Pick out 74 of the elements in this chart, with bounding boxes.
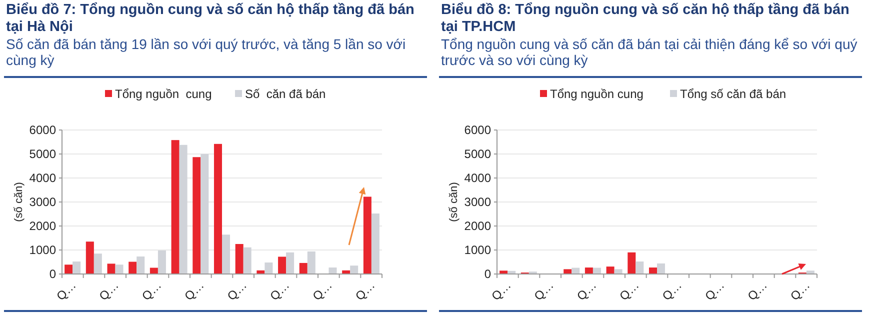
x-tick-label: Q… — [139, 278, 164, 304]
x-tick-label: Q… — [744, 278, 770, 304]
legend-label: Tổng số căn đã bán — [680, 87, 786, 101]
x-tick-label: Q… — [488, 278, 514, 304]
bar — [363, 196, 372, 274]
bar — [222, 234, 230, 274]
bar — [158, 250, 166, 274]
y-axis-title: (số căn) — [448, 182, 460, 222]
bar — [628, 252, 636, 274]
x-tick-label: Q… — [659, 278, 684, 304]
bar — [584, 268, 593, 274]
bar — [94, 254, 102, 274]
x-tick-label: Q… — [224, 278, 250, 304]
bar — [243, 247, 252, 274]
bar — [278, 256, 286, 274]
y-tick-label: 2000 — [29, 219, 56, 233]
x-tick-label: Q… — [267, 278, 292, 304]
y-tick-label: 0 — [49, 267, 56, 281]
y-tick-label: 6000 — [464, 123, 492, 137]
y-tick-label: 2000 — [464, 219, 492, 233]
bar — [307, 251, 316, 274]
bar — [614, 269, 622, 274]
y-tick-label: 5000 — [464, 147, 492, 161]
y-tick-label: 5000 — [29, 147, 56, 161]
x-tick-label: Q… — [702, 278, 728, 304]
x-tick-label: Q… — [352, 278, 378, 304]
bar — [115, 264, 124, 274]
bar — [636, 262, 644, 274]
legend-label: Tổng nguồn cung — [115, 87, 212, 101]
bar — [107, 264, 116, 274]
bar — [192, 157, 201, 274]
bar — [179, 144, 188, 274]
bar — [64, 264, 73, 274]
bar — [371, 214, 380, 274]
legend-label: Số căn đã bán — [245, 87, 326, 101]
y-tick-label: 6000 — [29, 123, 56, 137]
x-tick-label: Q… — [310, 278, 335, 304]
y-tick-label: 1000 — [464, 243, 492, 257]
x-tick-label: Q… — [574, 278, 600, 304]
bar — [648, 268, 657, 274]
x-tick-label: Q… — [182, 278, 207, 304]
bar — [657, 263, 666, 274]
bar — [128, 262, 137, 274]
bar — [86, 242, 94, 274]
bar — [200, 154, 209, 274]
bar — [564, 269, 572, 274]
y-tick-label: 4000 — [29, 171, 56, 185]
bar — [350, 266, 358, 274]
y-tick-label: 4000 — [464, 171, 492, 185]
x-tick-label: Q… — [531, 278, 556, 304]
y-tick-label: 1000 — [29, 243, 56, 257]
y-tick-label: 3000 — [29, 195, 56, 209]
x-tick-label: Q… — [54, 278, 79, 304]
y-tick-label: 0 — [484, 267, 492, 281]
bar — [328, 268, 337, 274]
y-tick-label: 3000 — [464, 195, 492, 209]
bar — [214, 144, 222, 274]
x-tick-label: Q… — [616, 278, 642, 304]
bar — [235, 244, 244, 274]
bar — [136, 256, 145, 274]
x-tick-label: Q… — [96, 278, 122, 304]
chart-subtitle: Số căn đã bán tăng 19 lần so với quý trước, và tăng 5 lần so với cùng kỳ — [6, 36, 407, 68]
chart-title: Biểu đồ 7: Tổng nguồn cung và số căn hộ thấp tầng đã bán tại Hà Nội — [6, 2, 416, 36]
chart-subtitle: Tổng nguồn cung và số căn đã bán tại cải thiện đáng kể so với quý trước và so với cùng kỳ — [441, 36, 858, 68]
bar — [299, 262, 308, 274]
bar — [264, 262, 273, 274]
bar — [171, 140, 180, 274]
y-axis-title: (số căn) — [13, 182, 25, 222]
bar — [606, 266, 614, 274]
chart-title: Biểu đồ 8: Tổng nguồn cung và số căn hộ thấp tầng đã bán tại TP.HCM — [441, 2, 850, 36]
legend-label: Tổng nguồn cung — [550, 87, 644, 101]
bar — [72, 262, 81, 274]
bar — [286, 252, 294, 274]
x-tick-label: Q… — [788, 278, 813, 304]
